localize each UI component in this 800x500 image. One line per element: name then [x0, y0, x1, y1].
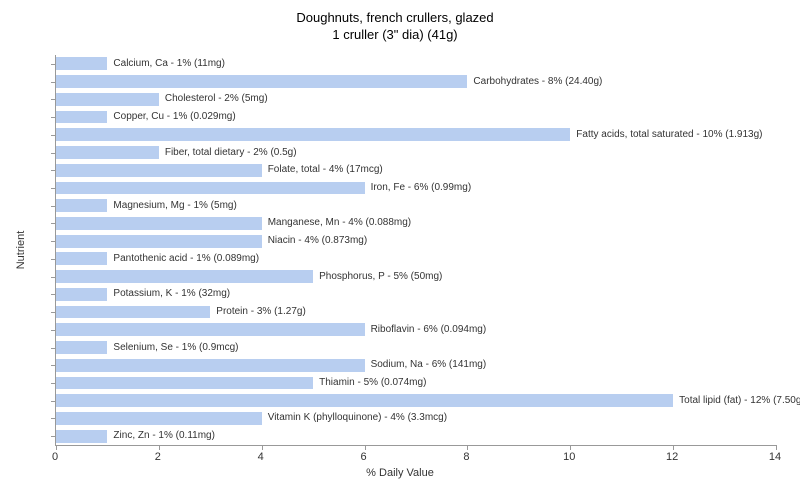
y-tick: [51, 135, 56, 136]
x-tick: [467, 445, 468, 450]
bar-label: Carbohydrates - 8% (24.40g): [473, 76, 602, 87]
x-tick: [159, 445, 160, 450]
y-tick: [51, 312, 56, 313]
bar: [56, 146, 159, 159]
y-tick: [51, 99, 56, 100]
plot-area: Calcium, Ca - 1% (11mg) Carbohydrates - 8…: [55, 55, 776, 446]
y-axis-title: Nutrient: [15, 231, 27, 270]
x-axis-title: % Daily Value: [366, 467, 434, 479]
y-tick: [51, 82, 56, 83]
bar: [56, 377, 313, 390]
y-tick: [51, 348, 56, 349]
bar: [56, 394, 673, 407]
y-tick: [51, 383, 56, 384]
bar: [56, 217, 262, 230]
bar-label: Sodium, Na - 6% (141mg): [371, 359, 487, 370]
bar: [56, 288, 107, 301]
y-tick: [51, 365, 56, 366]
bar-label: Manganese, Mn - 4% (0.088mg): [268, 217, 411, 228]
x-tick: [365, 445, 366, 450]
bar-label: Cholesterol - 2% (5mg): [165, 93, 268, 104]
x-tick-label: 4: [258, 451, 264, 463]
y-tick: [51, 436, 56, 437]
bar-label: Magnesium, Mg - 1% (5mg): [113, 200, 236, 211]
bar: [56, 270, 313, 283]
y-tick: [51, 277, 56, 278]
y-tick: [51, 418, 56, 419]
y-tick: [51, 206, 56, 207]
x-tick: [776, 445, 777, 450]
bar-label: Thiamin - 5% (0.074mg): [319, 377, 426, 388]
bar: [56, 164, 262, 177]
y-tick: [51, 170, 56, 171]
title-line-1: Doughnuts, french crullers, glazed: [10, 10, 780, 27]
bar-label: Fiber, total dietary - 2% (0.5g): [165, 147, 297, 158]
x-tick-label: 0: [52, 451, 58, 463]
y-tick: [51, 294, 56, 295]
bar-label: Calcium, Ca - 1% (11mg): [113, 58, 225, 69]
bar: [56, 412, 262, 425]
bar: [56, 199, 107, 212]
bar: [56, 430, 107, 443]
bar-label: Niacin - 4% (0.873mg): [268, 235, 367, 246]
bar-label: Riboflavin - 6% (0.094mg): [371, 324, 487, 335]
bar-label: Pantothenic acid - 1% (0.089mg): [113, 253, 259, 264]
bar: [56, 128, 570, 141]
y-tick: [51, 401, 56, 402]
bar-label: Vitamin K (phylloquinone) - 4% (3.3mcg): [268, 412, 447, 423]
x-tick: [262, 445, 263, 450]
y-tick: [51, 223, 56, 224]
y-tick: [51, 64, 56, 65]
bar-label: Folate, total - 4% (17mcg): [268, 164, 383, 175]
x-tick: [673, 445, 674, 450]
x-tick-label: 2: [155, 451, 161, 463]
bar-label: Protein - 3% (1.27g): [216, 306, 306, 317]
y-tick: [51, 241, 56, 242]
bar-label: Selenium, Se - 1% (0.9mcg): [113, 342, 238, 353]
bar: [56, 75, 467, 88]
x-tick-label: 8: [463, 451, 469, 463]
bar-label: Iron, Fe - 6% (0.99mg): [371, 182, 472, 193]
bar: [56, 182, 365, 195]
bar-label: Phosphorus, P - 5% (50mg): [319, 271, 442, 282]
bar: [56, 341, 107, 354]
bar: [56, 306, 210, 319]
bar-label: Copper, Cu - 1% (0.029mg): [113, 111, 235, 122]
bar-label: Total lipid (fat) - 12% (7.50g): [679, 395, 800, 406]
x-tick-label: 10: [563, 451, 575, 463]
bar: [56, 235, 262, 248]
y-tick: [51, 330, 56, 331]
x-tick-label: 6: [361, 451, 367, 463]
bar: [56, 252, 107, 265]
chart-container: Doughnuts, french crullers, glazed 1 cru…: [0, 0, 800, 500]
bar: [56, 359, 365, 372]
chart-title: Doughnuts, french crullers, glazed 1 cru…: [10, 10, 780, 44]
bar-label: Zinc, Zn - 1% (0.11mg): [113, 430, 215, 441]
x-tick: [570, 445, 571, 450]
bar: [56, 93, 159, 106]
y-tick: [51, 153, 56, 154]
x-tick-label: 14: [769, 451, 781, 463]
bar: [56, 323, 365, 336]
y-tick: [51, 117, 56, 118]
bar: [56, 57, 107, 70]
bar: [56, 111, 107, 124]
x-tick: [56, 445, 57, 450]
x-tick-label: 12: [666, 451, 678, 463]
bar-label: Fatty acids, total saturated - 10% (1.91…: [576, 129, 762, 140]
y-tick: [51, 188, 56, 189]
y-tick: [51, 259, 56, 260]
title-line-2: 1 cruller (3" dia) (41g): [10, 27, 780, 44]
bar-label: Potassium, K - 1% (32mg): [113, 288, 230, 299]
